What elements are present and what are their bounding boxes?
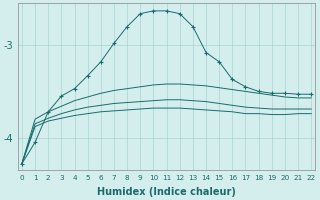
X-axis label: Humidex (Indice chaleur): Humidex (Indice chaleur) bbox=[97, 187, 236, 197]
